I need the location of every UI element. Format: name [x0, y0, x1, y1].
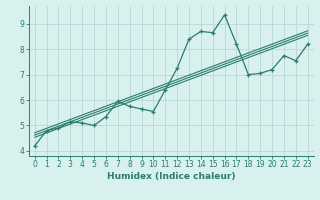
X-axis label: Humidex (Indice chaleur): Humidex (Indice chaleur) — [107, 172, 236, 181]
